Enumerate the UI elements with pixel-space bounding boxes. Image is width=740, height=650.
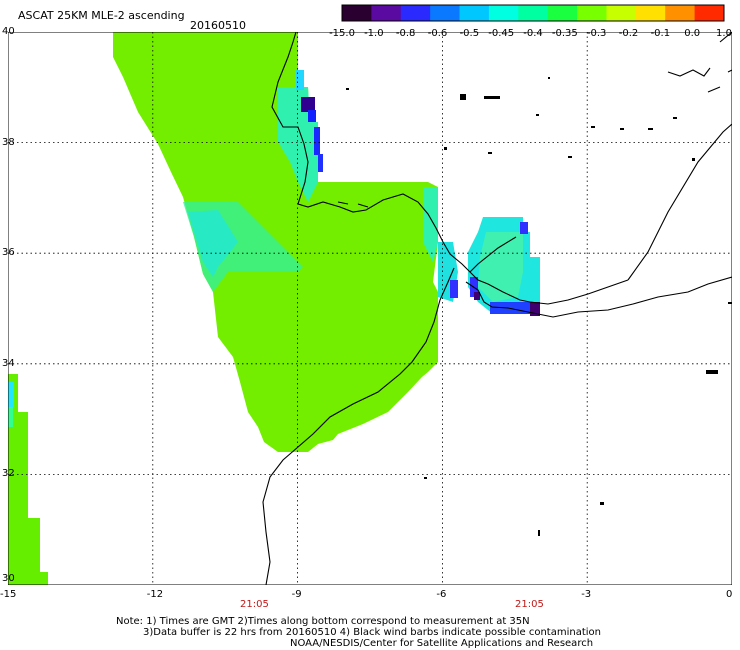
- satellite-swath-main: [113, 32, 458, 452]
- colorbar-swatch: [518, 5, 549, 21]
- time-label-right: 21:05: [515, 599, 544, 610]
- colorbar-tick-label: -0.8: [396, 28, 416, 39]
- colorbar-tick-label: -0.45: [488, 28, 514, 39]
- x-tick-label: -9: [291, 589, 302, 600]
- map-canvas: [8, 32, 732, 585]
- y-tick-label: 34: [2, 357, 15, 369]
- x-tick-label: -12: [146, 589, 164, 600]
- colorbar-tick-label: -1.0: [364, 28, 384, 39]
- y-tick-label: 30: [2, 573, 15, 584]
- graticule: [8, 32, 732, 585]
- satellite-swath-west: [8, 374, 48, 585]
- colorbar-swatch: [400, 5, 431, 21]
- x-tick-label: -15: [0, 589, 17, 600]
- colorbar-tick-label: 1.0: [716, 28, 732, 39]
- x-tick-label: 0: [726, 589, 733, 600]
- colorbar-swatch: [547, 5, 578, 21]
- map-date: 20160510: [190, 19, 246, 32]
- colorbar-swatch: [488, 5, 519, 21]
- colorbar-swatch: [635, 5, 666, 21]
- footnote-line-3: NOAA/NESDIS/Center for Satellite Applica…: [290, 638, 594, 649]
- colorbar-tick-label: 0.0: [684, 28, 700, 39]
- y-tick-label: 32: [2, 468, 15, 480]
- colorbar-tick-label: -0.35: [552, 28, 578, 39]
- colorbar-swatch: [371, 5, 402, 21]
- colorbar-swatch: [694, 5, 725, 21]
- map-title: ASCAT 25KM MLE-2 ascending: [18, 9, 185, 22]
- y-tick-label: 40: [2, 26, 15, 37]
- colorbar: -15.0 -1.0 -0.8 -0.6 -0.5 -0.45 -0.4 -0.35 -0.3 -…: [329, 4, 732, 39]
- footnote-line-2: 3)Data buffer is 22 hrs from 20160510 4)…: [143, 627, 601, 638]
- footnote-line-1: Note: 1) Times are GMT 2)Times along bot…: [116, 616, 530, 627]
- colorbar-swatch: [606, 5, 637, 21]
- coastlines: [262, 32, 732, 585]
- colorbar-swatch: [665, 5, 696, 21]
- island-markers: [346, 77, 732, 536]
- colorbar-swatch: [430, 5, 461, 21]
- x-tick-label: -6: [436, 589, 447, 600]
- colorbar-swatch: [342, 5, 372, 21]
- colorbar-tick-label: -0.5: [460, 28, 480, 39]
- x-tick-label: -3: [581, 589, 592, 600]
- colorbar-tick-label: -15.0: [329, 28, 355, 39]
- colorbar-tick-label: -0.1: [651, 28, 671, 39]
- colorbar-swatch: [577, 5, 607, 21]
- y-tick-label: 38: [2, 136, 15, 148]
- time-label-left: 21:05: [240, 599, 269, 610]
- y-tick-label: 36: [2, 247, 15, 259]
- satellite-swath-alboran: [468, 217, 540, 316]
- colorbar-tick-label: -0.4: [523, 28, 543, 39]
- colorbar-tick-label: -0.6: [428, 28, 448, 39]
- colorbar-tick-label: -0.2: [619, 28, 639, 39]
- colorbar-tick-label: -0.3: [587, 28, 607, 39]
- colorbar-swatch: [459, 5, 490, 21]
